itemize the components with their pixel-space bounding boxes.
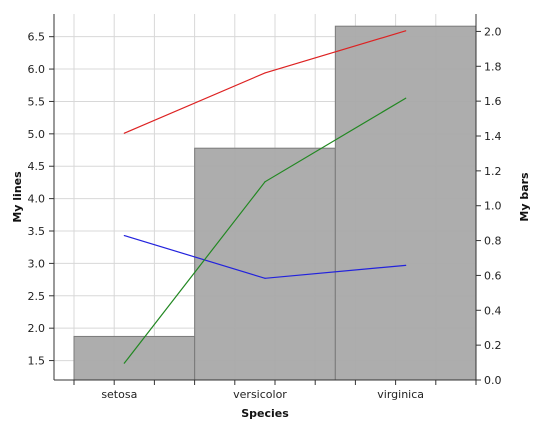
- bar-setosa: [73, 335, 196, 381]
- left-tick-label: 4.0: [28, 193, 46, 206]
- right-tick-label: 0.2: [484, 339, 502, 352]
- line-point-2-3: [405, 264, 407, 266]
- line-point-3-1: [123, 362, 125, 364]
- left-tick-label: 6.0: [28, 63, 46, 76]
- line-point-1-2: [264, 72, 266, 74]
- lines-layer: [123, 30, 407, 364]
- line-point-1-1: [123, 132, 125, 134]
- left-tick-label: 3.5: [28, 225, 46, 238]
- left-tick-label: 1.5: [28, 355, 46, 368]
- left-tick-label: 5.0: [28, 128, 46, 141]
- right-tick-label: 1.0: [484, 200, 502, 213]
- left-tick-label: 2.5: [28, 290, 46, 303]
- line-point-2-2: [264, 277, 266, 279]
- line-point-1-3: [405, 30, 407, 32]
- x-tick-label-setosa: setosa: [101, 388, 137, 401]
- left-tick-label: 2.0: [28, 322, 46, 335]
- line-point-3-3: [405, 97, 407, 99]
- bar-virginica: [334, 25, 477, 381]
- right-tick-label: 1.2: [484, 165, 502, 178]
- line-point-3-2: [264, 181, 266, 183]
- right-tick-label: 0.8: [484, 235, 502, 248]
- left-axis-title: My lines: [11, 171, 24, 223]
- right-tick-label: 1.4: [484, 130, 502, 143]
- left-tick-label: 6.5: [28, 31, 46, 44]
- x-tick-label-virginica: virginica: [377, 388, 424, 401]
- right-tick-label: 1.6: [484, 95, 502, 108]
- left-tick-label: 4.5: [28, 160, 46, 173]
- right-tick-label: 2.0: [484, 25, 502, 38]
- line-point-2-1: [123, 234, 125, 237]
- right-axis-title: My bars: [518, 172, 531, 222]
- x-tick-label-versicolor: versicolor: [233, 388, 287, 401]
- right-tick-label: 0.4: [484, 304, 502, 317]
- left-tick-label: 5.5: [28, 95, 46, 108]
- right-tick-label: 1.8: [484, 60, 502, 73]
- right-tick-label: 0.0: [484, 374, 502, 387]
- left-tick-label: 3.0: [28, 257, 46, 270]
- x-axis-title: Species: [241, 407, 289, 420]
- right-tick-label: 0.6: [484, 269, 502, 282]
- axes: 1.5 2.0 2.5 3.0 3.5 4.0 4.5 5.0 5.5 6.0 6.5 0.0 0.2 0…: [28, 14, 502, 401]
- bar-versicolor: [194, 147, 336, 381]
